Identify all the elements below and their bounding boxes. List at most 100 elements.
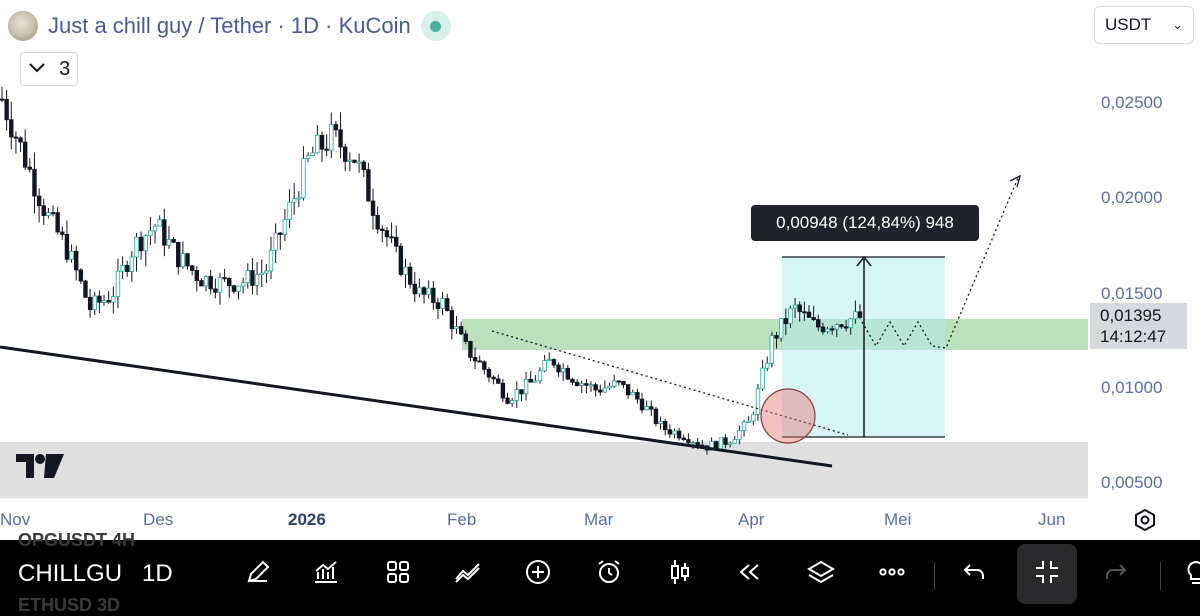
candle-down [22,141,28,168]
candle-up [236,285,241,292]
candle-up [101,300,107,303]
candle-up [690,442,696,445]
replay-icon[interactable] [731,554,767,590]
candle-down [802,311,807,314]
candles-icon[interactable] [662,554,698,590]
candle-down [519,389,524,395]
candle-down [445,298,450,311]
last-price-value: 0,01395 [1100,306,1162,325]
candle-down [486,369,492,378]
price-axis-label: 0,00500 [1101,473,1163,492]
candle-down [570,378,575,383]
candle-up [245,270,251,284]
candle-down [839,324,844,328]
candle-down [370,200,376,216]
hidden-watchlist-item: OPGUSDT 4H [18,530,136,550]
candle-up [848,318,853,328]
candle-down [407,266,413,285]
candle-down [361,161,366,171]
candle-down [41,205,46,216]
candlestick-series [0,86,863,455]
breakout-highlight-circle[interactable] [760,388,816,444]
market-status-icon[interactable] [420,11,451,41]
measure-arrow-head [856,255,872,267]
candle-down [27,166,33,170]
trend-line-icon[interactable] [450,554,486,590]
support-trend-line[interactable] [0,345,833,468]
candle-down [278,232,283,235]
price-axis-label: 0,01000 [1101,378,1163,397]
candle-down [806,311,812,318]
layers-icon[interactable] [803,554,839,590]
candle-down [463,333,468,342]
candle-down [227,277,232,287]
symbol-switcher[interactable]: CHILLGU [18,560,123,587]
price-axis-label: 0,02000 [1101,188,1163,207]
price-chart[interactable] [0,0,1200,540]
candle-down [723,437,728,445]
currency-select[interactable]: USDT ⌄ [1094,6,1194,44]
candle-down [686,439,691,444]
candle-down [556,364,561,373]
candle-down [319,134,325,150]
time-axis-label: Nov [0,510,31,529]
candle-up [825,328,830,333]
toolbar-divider [1160,562,1161,590]
candle-down [338,129,343,148]
settings-hexagon-icon[interactable] [1133,508,1157,532]
alarm-icon[interactable] [591,554,627,590]
support-zone[interactable] [0,442,1088,498]
candle-down [857,311,863,318]
symbol-title[interactable]: Just a chill guy / Tether · 1D · KuCoin [48,13,411,38]
candle-down [598,389,603,393]
add-circle-icon[interactable] [520,554,556,590]
candle-up [268,249,274,272]
candle-up [417,287,422,295]
candle-down [32,168,37,197]
candle-down [194,270,199,281]
candle-down [663,420,668,431]
toolbar-divider [934,562,935,590]
dotted-downtrend-line[interactable] [491,330,849,436]
indicator-toggle-button[interactable]: 3 [20,52,78,86]
pencil-icon[interactable] [240,554,276,590]
candle-up [296,197,302,200]
fullscreen-exit-icon[interactable] [1029,554,1065,590]
demand-zone[interactable] [462,319,1088,350]
fullscreen-exit-button[interactable] [1017,544,1077,604]
candle-up [254,274,260,286]
candle-up [611,380,617,387]
candle-down [185,253,190,267]
candle-up [180,253,186,268]
candle-down [78,269,84,282]
bulb-icon[interactable] [1178,554,1200,590]
candle-down [18,137,23,143]
candle-down [500,382,506,399]
candle-down [472,357,478,362]
candle-up [579,383,584,386]
candle-down [13,136,19,139]
candle-down [171,239,176,243]
candle-up [778,318,784,339]
grid-icon[interactable] [380,554,416,590]
undo-icon[interactable] [956,554,992,590]
candle-up [792,304,798,309]
candle-down [50,212,56,215]
candle-down [816,319,821,328]
candle-up [542,360,547,372]
indicators-icon[interactable] [308,554,344,590]
candle-down [551,359,557,366]
candle-up [166,239,172,246]
interval-switcher[interactable]: 1D [142,560,173,587]
candle-down [380,228,385,231]
candle-up [129,256,135,272]
tradingview-logo[interactable] [16,452,64,480]
redo-icon[interactable] [1098,554,1134,590]
candle-up [264,270,269,274]
candle-down [477,360,482,363]
more-icon[interactable] [874,554,910,590]
projection-path[interactable] [861,177,1019,349]
candle-up [69,250,74,260]
symbol-avatar[interactable] [8,11,38,41]
candle-up [301,158,306,199]
